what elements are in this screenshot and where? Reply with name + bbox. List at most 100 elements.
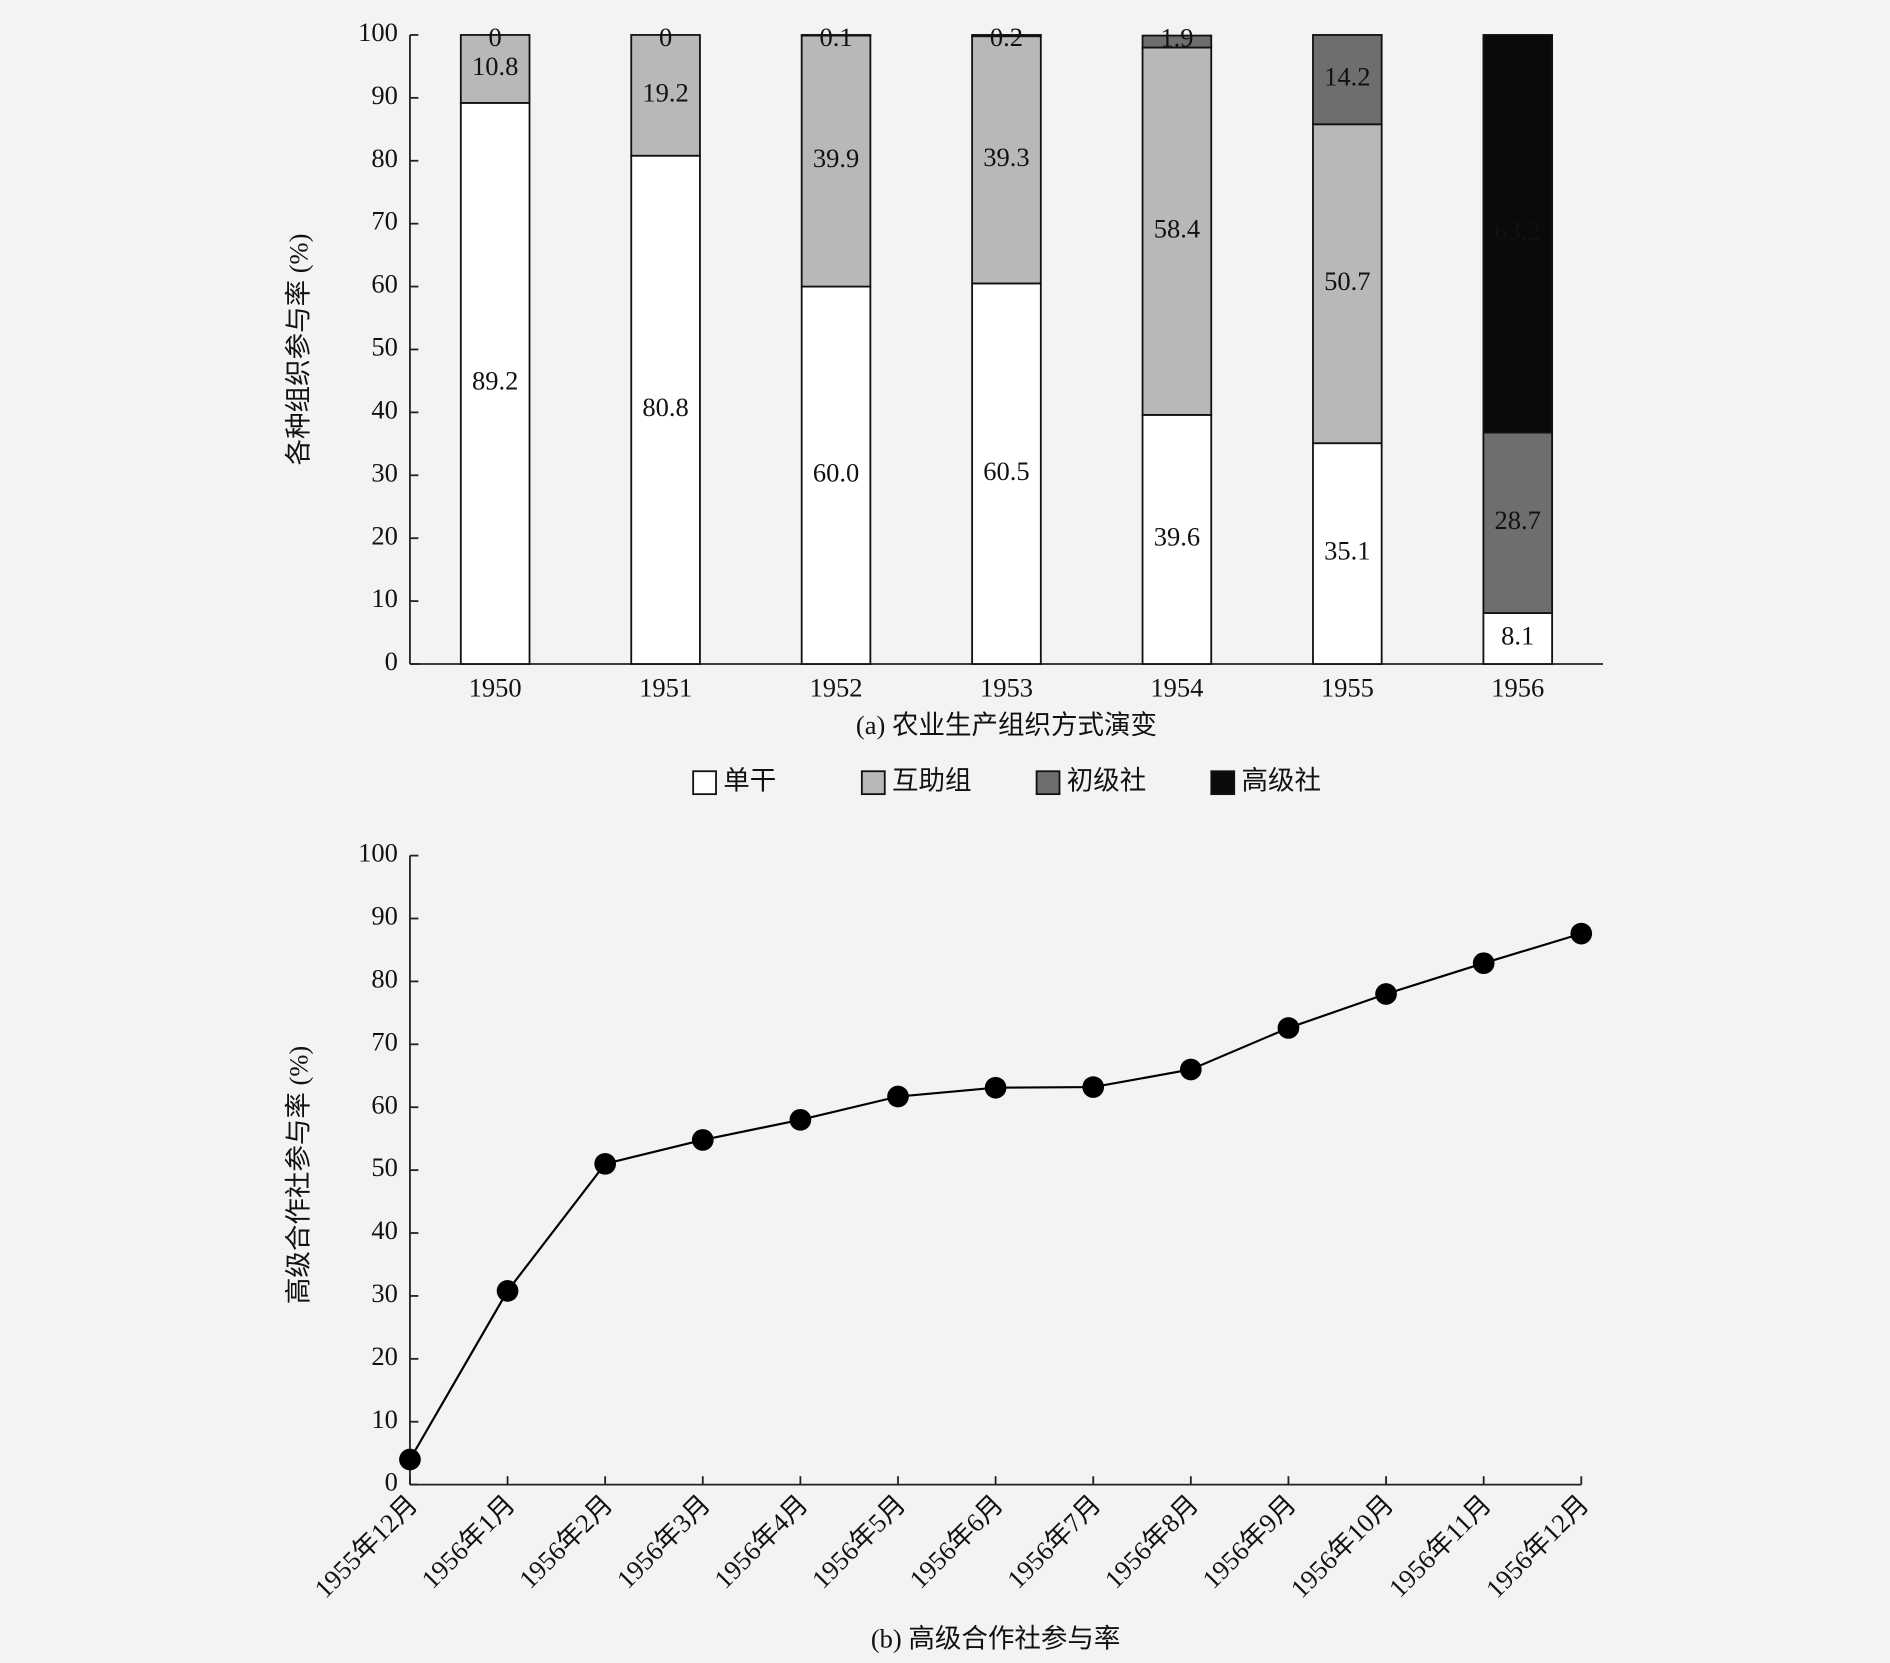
- point: [594, 1152, 617, 1175]
- bar-segment: [1141, 413, 1213, 665]
- y-tick-label: 70: [371, 1026, 398, 1056]
- legend-swatch: [692, 770, 717, 796]
- point: [1375, 983, 1397, 1005]
- data-label: 14.2: [1324, 62, 1370, 92]
- data-label: 39.6: [1154, 522, 1200, 552]
- legend-label: 单干: [723, 765, 776, 795]
- data-label: 0.2: [990, 22, 1023, 52]
- legend-swatch: [1035, 770, 1061, 796]
- data-label: 80.8: [642, 392, 688, 422]
- data-label: 50.7: [1324, 266, 1370, 296]
- x-tick-label: 1956年5月: [806, 1489, 912, 1595]
- bar-segment: [630, 34, 701, 157]
- y-tick-label: 0: [385, 1467, 398, 1497]
- bar-segment: [1482, 431, 1554, 614]
- bar-segment: [1141, 34, 1213, 49]
- x-tick-label: 1956年2月: [513, 1489, 619, 1595]
- point: [1179, 1058, 1202, 1081]
- y-tick-label: 0: [385, 646, 398, 676]
- y-tick-label: 40: [371, 1215, 398, 1245]
- legend-label: 初级社: [1067, 765, 1147, 795]
- x-tick-label: 1956年9月: [1196, 1489, 1302, 1595]
- x-tick-label: 1956年3月: [611, 1489, 717, 1595]
- bar-segment: [800, 34, 872, 288]
- y-tick-label: 60: [371, 269, 398, 299]
- x-tick-label: 1956年1月: [415, 1489, 521, 1595]
- y-tick-label: 60: [371, 1089, 398, 1119]
- bar-segment: [630, 154, 701, 665]
- x-tick-label: 1956年7月: [1001, 1489, 1107, 1595]
- bar-segment: [1312, 123, 1383, 445]
- y-tick-label: 70: [371, 206, 398, 236]
- data-label: 0: [489, 22, 502, 52]
- y-tick-label: 100: [358, 838, 398, 868]
- caption: (a) 农业生产组织方式演变: [856, 710, 1157, 740]
- caption: (b) 高级合作社参与率: [871, 1623, 1121, 1653]
- y-tick-label: 30: [371, 457, 398, 487]
- point: [887, 1085, 909, 1108]
- data-label: 60.5: [983, 456, 1029, 486]
- legend-label: 高级社: [1241, 765, 1321, 795]
- data-label: 35.1: [1324, 536, 1370, 566]
- data-label: 39.9: [813, 143, 859, 173]
- line: [409, 932, 1582, 1461]
- point: [1277, 1017, 1300, 1039]
- y-tick-label: 40: [371, 394, 398, 424]
- bar-segment: [459, 101, 531, 665]
- x-tick-label: 1956: [1491, 673, 1544, 703]
- bar-segment: [971, 34, 1042, 38]
- data-label: 63.2: [1495, 216, 1541, 246]
- legend-label: 互助组: [892, 765, 972, 795]
- y-axis-label: 高级合作社参与率 (%): [284, 1046, 314, 1304]
- x-tick-label: 1955: [1321, 673, 1374, 703]
- data-label: 10.8: [472, 51, 518, 81]
- y-tick-label: 50: [371, 1152, 398, 1182]
- bar-segment: [1312, 442, 1383, 665]
- y-tick-label: 20: [371, 1341, 398, 1371]
- data-label: 19.2: [642, 77, 688, 107]
- bar-segment: [1482, 34, 1554, 434]
- data-label: 58.4: [1154, 213, 1200, 243]
- bar-segment: [800, 285, 872, 665]
- bar-segment: [1482, 612, 1554, 665]
- point: [496, 1280, 519, 1302]
- x-tick-label: 1956年12月: [1480, 1489, 1595, 1604]
- legend-swatch: [1210, 770, 1236, 796]
- bar-segment: [1312, 34, 1383, 126]
- point: [1570, 922, 1593, 945]
- y-tick-label: 80: [371, 963, 398, 993]
- legend-swatch: [860, 770, 886, 796]
- y-tick-label: 10: [371, 583, 398, 613]
- x-tick-label: 1952: [810, 673, 863, 703]
- x-tick-label: 1953: [980, 673, 1033, 703]
- bar-segment: [1141, 46, 1213, 416]
- x-tick-label: 1950: [469, 673, 522, 703]
- bar-segment: [971, 282, 1042, 665]
- bar-segment: [459, 34, 531, 104]
- data-label: 60.0: [813, 457, 859, 487]
- point: [984, 1076, 1007, 1099]
- y-tick-label: 90: [371, 80, 398, 110]
- data-label: 89.2: [472, 366, 518, 396]
- point: [1472, 952, 1495, 975]
- y-tick-label: 30: [371, 1278, 398, 1308]
- point: [789, 1108, 812, 1131]
- data-label: 0.1: [819, 22, 852, 52]
- data-label: 1.9: [1160, 22, 1193, 52]
- data-label: 8.1: [1501, 621, 1534, 651]
- y-tick-label: 100: [358, 17, 398, 47]
- y-tick-label: 50: [371, 332, 398, 362]
- data-label: 28.7: [1495, 505, 1541, 535]
- x-tick-label: 1954: [1150, 673, 1203, 703]
- y-tick-label: 90: [371, 901, 398, 931]
- bar-segment: [971, 35, 1042, 285]
- y-axis-label: 各种组织参与率 (%): [284, 234, 314, 466]
- y-tick-label: 20: [371, 520, 398, 550]
- point: [399, 1448, 421, 1471]
- bar-segment: [800, 34, 872, 37]
- x-tick-label: 1951: [639, 673, 692, 703]
- data-label: 0: [659, 22, 672, 52]
- x-tick-label: 1956年6月: [903, 1489, 1009, 1595]
- point: [1082, 1076, 1105, 1098]
